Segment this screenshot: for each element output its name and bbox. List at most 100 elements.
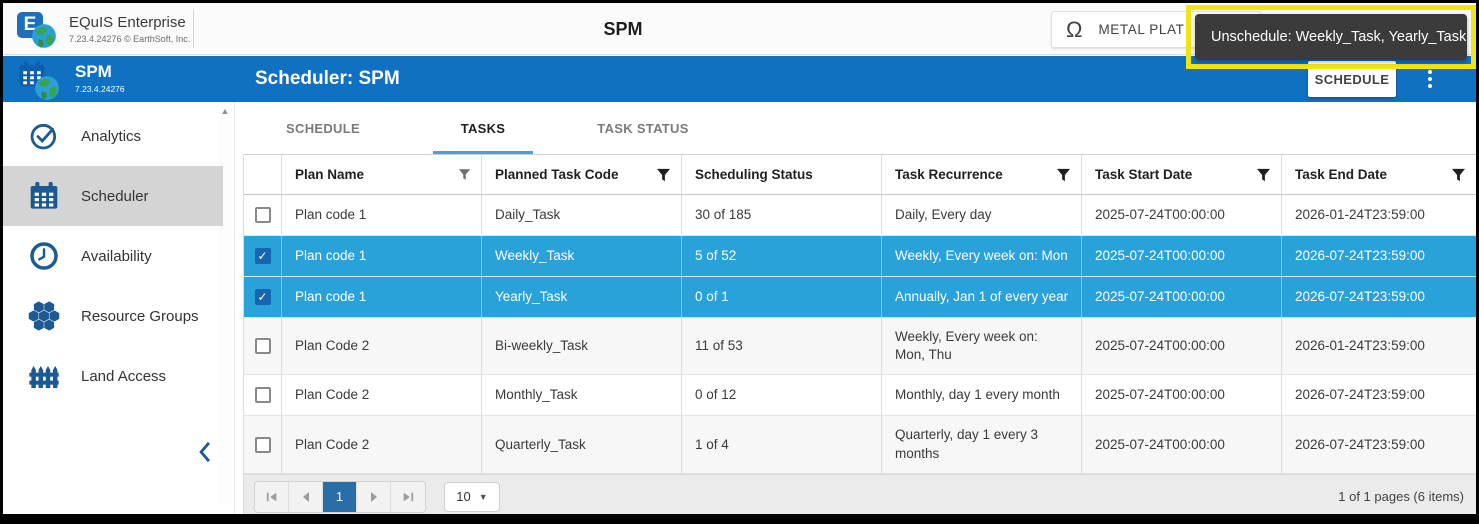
cell-scheduling-status: 5 of 52 — [682, 236, 882, 276]
grid-body: Plan code 1 Daily_Task 30 of 185 Daily, … — [244, 195, 1476, 474]
row-checkbox[interactable] — [254, 387, 271, 404]
cell-task-end-date: 2026-07-24T23:59:00 — [1295, 387, 1425, 403]
cell-scheduling-status: 0 of 1 — [682, 277, 882, 317]
filter-icon[interactable] — [458, 168, 471, 181]
honeycomb-icon — [27, 299, 61, 333]
cell-scheduling-status: 0 of 12 — [682, 375, 882, 416]
facility-chooser-label: METAL PLAT — [1098, 22, 1185, 37]
row-checkbox[interactable] — [254, 436, 271, 453]
clock-icon — [27, 239, 61, 273]
column-header-task-start-date[interactable]: Task Start Date — [1082, 155, 1282, 194]
filter-icon[interactable] — [1451, 168, 1466, 182]
pager-bar: 1 10 ▼ 1 of 1 pages (6 items) — [244, 473, 1476, 514]
cell-task-recurrence: Monthly, day 1 every month — [882, 375, 1082, 416]
cell-task-recurrence: Quarterly, day 1 every 3 months — [882, 416, 1082, 473]
spm-module-icon — [17, 58, 63, 102]
cell-planned-task-code: Yearly_Task — [482, 277, 682, 317]
divider — [193, 10, 194, 48]
cell-planned-task-code: Monthly_Task — [482, 375, 682, 416]
scroll-up-icon[interactable]: ▲ — [220, 106, 230, 116]
cell-plan-name: Plan Code 2 — [282, 375, 482, 416]
sidebar-item-availability[interactable]: Availability — [3, 226, 223, 286]
row-checkbox[interactable] — [254, 207, 271, 223]
cell-planned-task-code: Daily_Task — [482, 195, 682, 235]
facility-pin-icon: Ω — [1066, 16, 1083, 42]
cell-task-end-date: 2026-07-24T23:59:00 — [1295, 247, 1425, 263]
pager-buttons: 1 — [254, 480, 426, 513]
table-row[interactable]: Plan code 1 Daily_Task 30 of 185 Daily, … — [244, 195, 1476, 236]
globe-icon — [35, 76, 59, 100]
page-size-dropdown[interactable]: 10 ▼ — [444, 481, 500, 512]
column-header-plan-name[interactable]: Plan Name — [282, 155, 482, 194]
filter-icon[interactable] — [656, 168, 671, 182]
sidebar-item-analytics[interactable]: Analytics — [3, 106, 223, 166]
column-header-planned-task-code[interactable]: Planned Task Code — [482, 155, 682, 194]
table-row[interactable]: ✓ Plan code 1 Yearly_Task 0 of 1 Annuall… — [244, 277, 1476, 318]
cell-planned-task-code: Quarterly_Task — [482, 416, 682, 473]
module-header: Scheduler: SPM SCHEDULE — [235, 56, 1476, 102]
cell-planned-task-code: Bi-weekly_Task — [482, 318, 682, 375]
more-options-icon[interactable] — [1420, 65, 1440, 93]
app-window: E EQuIS Enterprise 7.23.4.24276 © EarthS… — [3, 3, 1476, 514]
sidebar-version: 7.23.4.24276 — [75, 84, 125, 94]
tasks-grid: Plan Name Planned Task Code Scheduling S… — [243, 154, 1476, 514]
check-circle-icon — [27, 119, 61, 153]
next-page-button[interactable] — [357, 481, 391, 512]
cell-scheduling-status: 30 of 185 — [682, 195, 882, 235]
calendar-icon — [27, 179, 61, 213]
row-checkbox[interactable]: ✓ — [254, 248, 271, 264]
table-row[interactable]: Plan Code 2 Bi-weekly_Task 11 of 53 Week… — [244, 318, 1476, 376]
sidebar-collapse-button[interactable] — [189, 436, 221, 468]
pager-summary: 1 of 1 pages (6 items) — [1338, 489, 1464, 505]
cell-task-recurrence: Daily, Every day — [882, 195, 1082, 235]
sidebar-item-label: Scheduler — [81, 187, 149, 205]
cell-planned-task-code: Weekly_Task — [482, 236, 682, 276]
prev-page-button[interactable] — [289, 481, 323, 512]
column-header-scheduling-status[interactable]: Scheduling Status — [682, 155, 882, 194]
tab-task-status[interactable]: TASK STATUS — [597, 120, 689, 136]
cell-task-start-date: 2025-07-24T00:00:00 — [1082, 375, 1282, 416]
cell-task-start-date: 2025-07-24T00:00:00 — [1082, 236, 1282, 276]
sidebar-item-scheduler[interactable]: Scheduler — [3, 166, 223, 226]
globe-icon — [32, 24, 56, 48]
cell-plan-name: Plan code 1 — [282, 277, 482, 317]
column-header-task-recurrence[interactable]: Task Recurrence — [882, 155, 1082, 194]
grid-header-row: Plan Name Planned Task Code Scheduling S… — [244, 155, 1476, 195]
sidebar-item-label: Analytics — [81, 127, 142, 145]
equis-brand: E EQuIS Enterprise 7.23.4.24276 © EarthS… — [17, 9, 190, 49]
table-row[interactable]: Plan Code 2 Quarterly_Task 1 of 4 Quarte… — [244, 416, 1476, 474]
tab-schedule[interactable]: SCHEDULE — [286, 120, 360, 136]
last-page-button[interactable] — [391, 482, 425, 512]
sidebar-item-label: Land Access — [81, 367, 167, 385]
cell-task-start-date: 2025-07-24T00:00:00 — [1082, 277, 1282, 317]
table-row[interactable]: ✓ Plan code 1 Weekly_Task 5 of 52 Weekly… — [244, 236, 1476, 277]
cell-plan-name: Plan code 1 — [282, 236, 482, 276]
sidebar-item-resource-groups[interactable]: Resource Groups — [3, 286, 223, 346]
sidebar-item-label: Availability — [81, 247, 152, 265]
filter-icon[interactable] — [1256, 168, 1271, 182]
cell-task-end-date: 2026-07-24T23:59:00 — [1295, 436, 1425, 452]
cell-scheduling-status: 1 of 4 — [682, 416, 882, 473]
row-checkbox[interactable] — [254, 338, 271, 355]
page-number-button[interactable]: 1 — [323, 481, 357, 512]
tooltip-highlight: Unschedule: Weekly_Task, Yearly_Task — [1186, 5, 1476, 69]
fence-icon — [27, 359, 61, 393]
filter-icon[interactable] — [1056, 168, 1071, 182]
sidebar-item-land-access[interactable]: Land Access — [3, 346, 223, 406]
cell-task-start-date: 2025-07-24T00:00:00 — [1082, 195, 1282, 235]
sidebar: ▲ Analytics Scheduler — [3, 102, 235, 514]
first-page-button[interactable] — [255, 481, 289, 512]
tab-strip: SCHEDULE TASKS TASK STATUS — [243, 102, 723, 154]
sidebar-header: SPM 7.23.4.24276 — [3, 56, 235, 102]
sidebar-item-label: Resource Groups — [81, 307, 199, 325]
cell-plan-name: Plan Code 2 — [282, 318, 482, 375]
equis-logo-icon: E — [17, 9, 57, 49]
row-checkbox[interactable]: ✓ — [254, 289, 271, 305]
tab-tasks[interactable]: TASKS — [403, 102, 563, 154]
chevron-down-icon: ▼ — [478, 491, 488, 502]
cell-plan-name: Plan Code 2 — [282, 416, 482, 473]
cell-plan-name: Plan code 1 — [282, 195, 482, 235]
select-all-cell — [244, 155, 282, 194]
column-header-task-end-date[interactable]: Task End Date — [1282, 155, 1476, 194]
table-row[interactable]: Plan Code 2 Monthly_Task 0 of 12 Monthly… — [244, 375, 1476, 417]
